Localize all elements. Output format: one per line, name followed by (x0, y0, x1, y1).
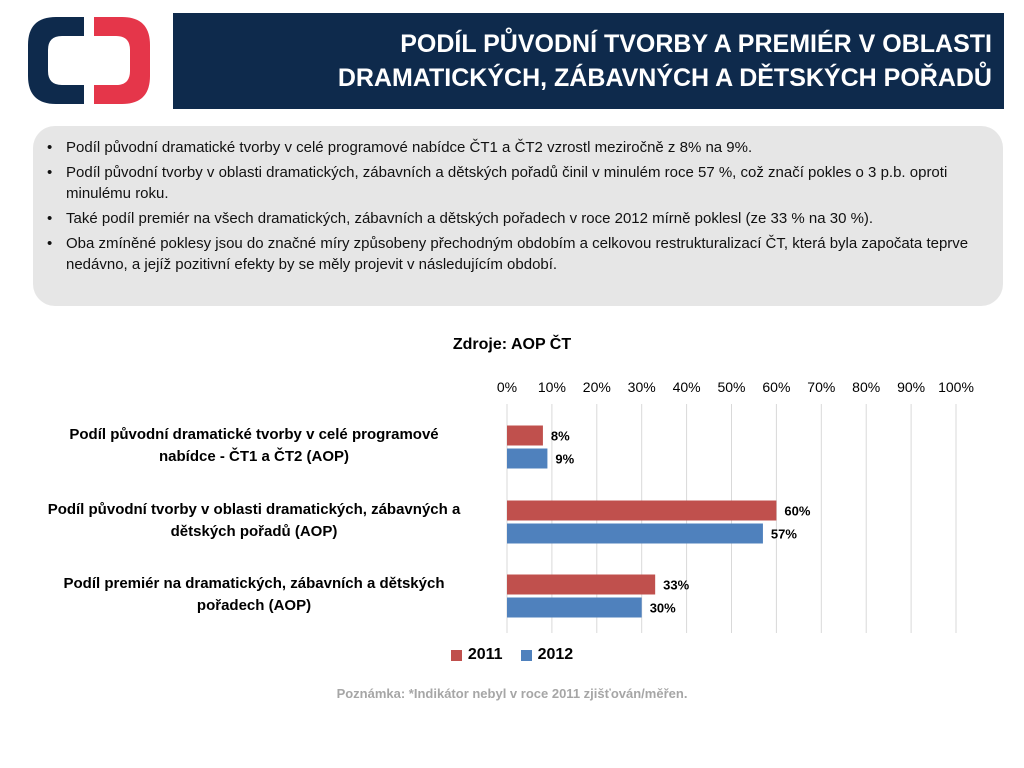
x-tick-label: 20% (583, 379, 611, 395)
chart-title: Zdroje: AOP ČT (452, 336, 572, 353)
category-label: Podíl původní dramatické tvorby v celé p… (69, 426, 439, 465)
footnote: Poznámka: *Indikátor nebyl v roce 2011 z… (336, 686, 688, 701)
data-label: 8% (551, 429, 570, 444)
bar-2012 (507, 597, 642, 618)
legend-swatch (450, 649, 462, 661)
summary-box: • Podíl původní dramatické tvorby v celé … (33, 126, 1003, 306)
bullet-item: • Podíl původní tvorby v oblasti dramatic… (47, 164, 948, 202)
x-tick-label: 0% (497, 379, 517, 395)
ct-logo-icon (28, 17, 150, 104)
bar-2012 (507, 448, 548, 469)
bullet-item: • Oba zmíněné poklesy jsou do značné míry… (47, 235, 969, 273)
x-tick-label: 70% (807, 379, 835, 395)
data-label: 33% (663, 578, 689, 593)
bullet-item: • Podíl původní dramatické tvorby v celé … (47, 139, 753, 156)
x-tick-label: 30% (628, 379, 656, 395)
x-tick-label: 60% (762, 379, 790, 395)
bar-2011 (507, 500, 777, 521)
bar-2012 (507, 523, 763, 544)
page-title-line-2: DRAMATICKÝCH, ZÁBAVNÝCH A DĚTSKÝCH POŘAD… (337, 64, 992, 92)
legend-swatch (520, 649, 532, 661)
legend-item-2011: 2011 (450, 646, 503, 664)
data-label: 30% (650, 601, 676, 616)
data-label: 57% (771, 527, 797, 542)
page-title-line-1: PODÍL PŮVODNÍ TVORBY A PREMIÉR V OBLASTI (400, 30, 992, 58)
category-label: Podíl původní tvorby v oblasti dramatick… (47, 501, 461, 540)
x-tick-label: 40% (673, 379, 701, 395)
x-tick-label: 50% (717, 379, 745, 395)
bullet-item: • Také podíl premiér na všech dramatickýc… (47, 210, 874, 227)
data-label: 9% (555, 452, 574, 467)
category-label: Podíl premiér na dramatických, zábavních… (63, 575, 445, 614)
bar-2011 (507, 574, 656, 595)
x-tick-label: 90% (897, 379, 925, 395)
legend-item-2012: 2012 (520, 646, 573, 664)
data-label: 60% (784, 504, 810, 519)
title-banner: PODÍL PŮVODNÍ TVORBY A PREMIÉR V OBLASTI… (173, 13, 1004, 109)
x-tick-label: 100% (938, 379, 974, 395)
chart-legend: 2011 2012 (0, 646, 1024, 664)
x-tick-label: 10% (538, 379, 566, 395)
bar-2011 (507, 425, 543, 446)
x-tick-label: 80% (852, 379, 880, 395)
